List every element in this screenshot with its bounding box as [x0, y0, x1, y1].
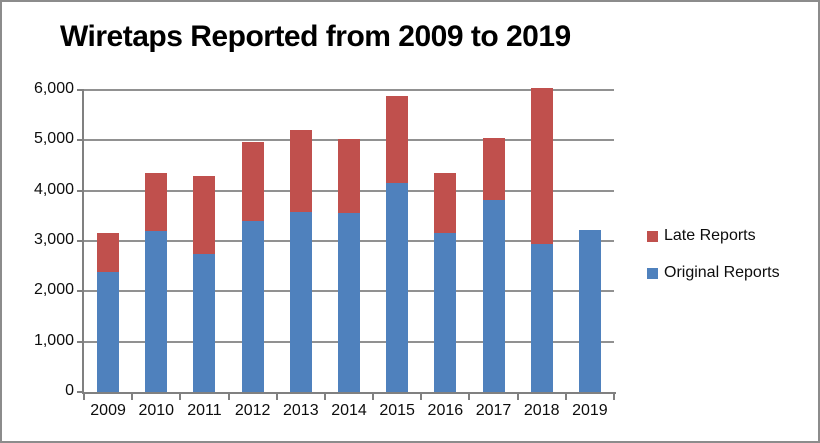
y-axis-tick [77, 89, 84, 91]
bar-segment-original-reports-2011 [193, 254, 216, 392]
x-axis-tick [613, 394, 615, 400]
x-axis-tick [275, 394, 278, 400]
legend-swatch-original-reports-icon [647, 267, 658, 279]
bar-segment-original-reports-2017 [482, 200, 505, 392]
x-axis-tick-label: 2013 [283, 402, 319, 419]
chart-title: Wiretaps Reported from 2009 to 2019 [60, 20, 571, 53]
bar-segment-late-reports-2013 [289, 129, 312, 212]
bar-segment-original-reports-2018 [530, 244, 553, 392]
y-axis-tick [77, 139, 84, 142]
x-axis-tick [516, 394, 519, 400]
y-axis-tick [77, 189, 84, 192]
x-axis-tick [323, 394, 326, 400]
x-axis-tick [420, 394, 423, 400]
x-axis-line [82, 392, 616, 394]
bar-segment-late-reports-2015 [386, 95, 409, 184]
bar-segment-original-reports-2012 [241, 221, 264, 392]
x-axis-tick-label: 2014 [331, 402, 367, 419]
bar-segment-original-reports-2013 [289, 212, 312, 392]
y-axis-tick [77, 240, 84, 242]
bar-segment-late-reports-2012 [241, 141, 264, 222]
bar-segment-late-reports-2014 [338, 138, 360, 214]
x-axis-tick [564, 394, 567, 400]
x-axis-tick [468, 394, 471, 400]
x-axis-tick-label: 2015 [379, 402, 415, 419]
bar-segment-original-reports-2019 [578, 229, 601, 392]
x-axis-tick [372, 394, 375, 400]
bar-segment-late-reports-2016 [434, 172, 457, 233]
bar-segment-late-reports-2017 [482, 138, 505, 201]
y-axis-tick [77, 340, 84, 343]
y-axis-tick [77, 290, 84, 293]
y-axis-tick-label: 2,000 [33, 281, 74, 299]
x-axis-tick [83, 394, 85, 400]
x-axis-tick-label: 2010 [138, 402, 175, 419]
y-axis-tick-label: 0 [65, 382, 74, 399]
y-axis-line [82, 90, 84, 394]
y-axis-tick-label: 5,000 [33, 130, 74, 148]
x-axis-tick-label: 2019 [572, 402, 608, 419]
legend-label-late-reports: Late Reports [664, 227, 756, 244]
plot-area [84, 88, 614, 392]
bar-segment-late-reports-2010 [145, 173, 168, 232]
bar-segment-original-reports-2010 [145, 231, 168, 392]
bar-segment-original-reports-2015 [386, 183, 409, 392]
x-axis-tick [227, 394, 230, 400]
x-axis-tick-label: 2018 [523, 402, 560, 419]
legend-item-late-reports: Late Reports [647, 225, 756, 247]
bar-segment-original-reports-2014 [338, 213, 360, 392]
y-axis-tick-label: 4,000 [33, 180, 74, 198]
y-axis-tick-label: 3,000 [33, 231, 74, 248]
legend-swatch-late-reports-icon [647, 230, 658, 242]
x-axis-tick-label: 2009 [90, 402, 126, 419]
y-axis-tick [77, 391, 84, 393]
x-axis-tick-label: 2017 [475, 402, 512, 419]
bar-segment-late-reports-2009 [97, 232, 120, 273]
x-axis-tick-label: 2012 [234, 402, 271, 419]
bar-segment-late-reports-2011 [193, 176, 216, 255]
bar-segment-late-reports-2018 [530, 88, 553, 245]
x-axis-tick-label: 2011 [187, 402, 222, 419]
x-axis-tick [179, 394, 182, 400]
x-axis-tick-label: 2016 [427, 402, 464, 419]
y-axis-tick-label: 6,000 [33, 80, 74, 97]
y-axis-tick-label: 1,000 [33, 331, 74, 349]
legend-item-original-reports: Original Reports [647, 262, 780, 284]
x-axis-tick [131, 394, 134, 400]
bar-segment-original-reports-2016 [434, 232, 457, 392]
bar-segment-original-reports-2009 [97, 272, 120, 392]
gridline [84, 89, 614, 91]
legend-label-original-reports: Original Reports [664, 264, 780, 281]
